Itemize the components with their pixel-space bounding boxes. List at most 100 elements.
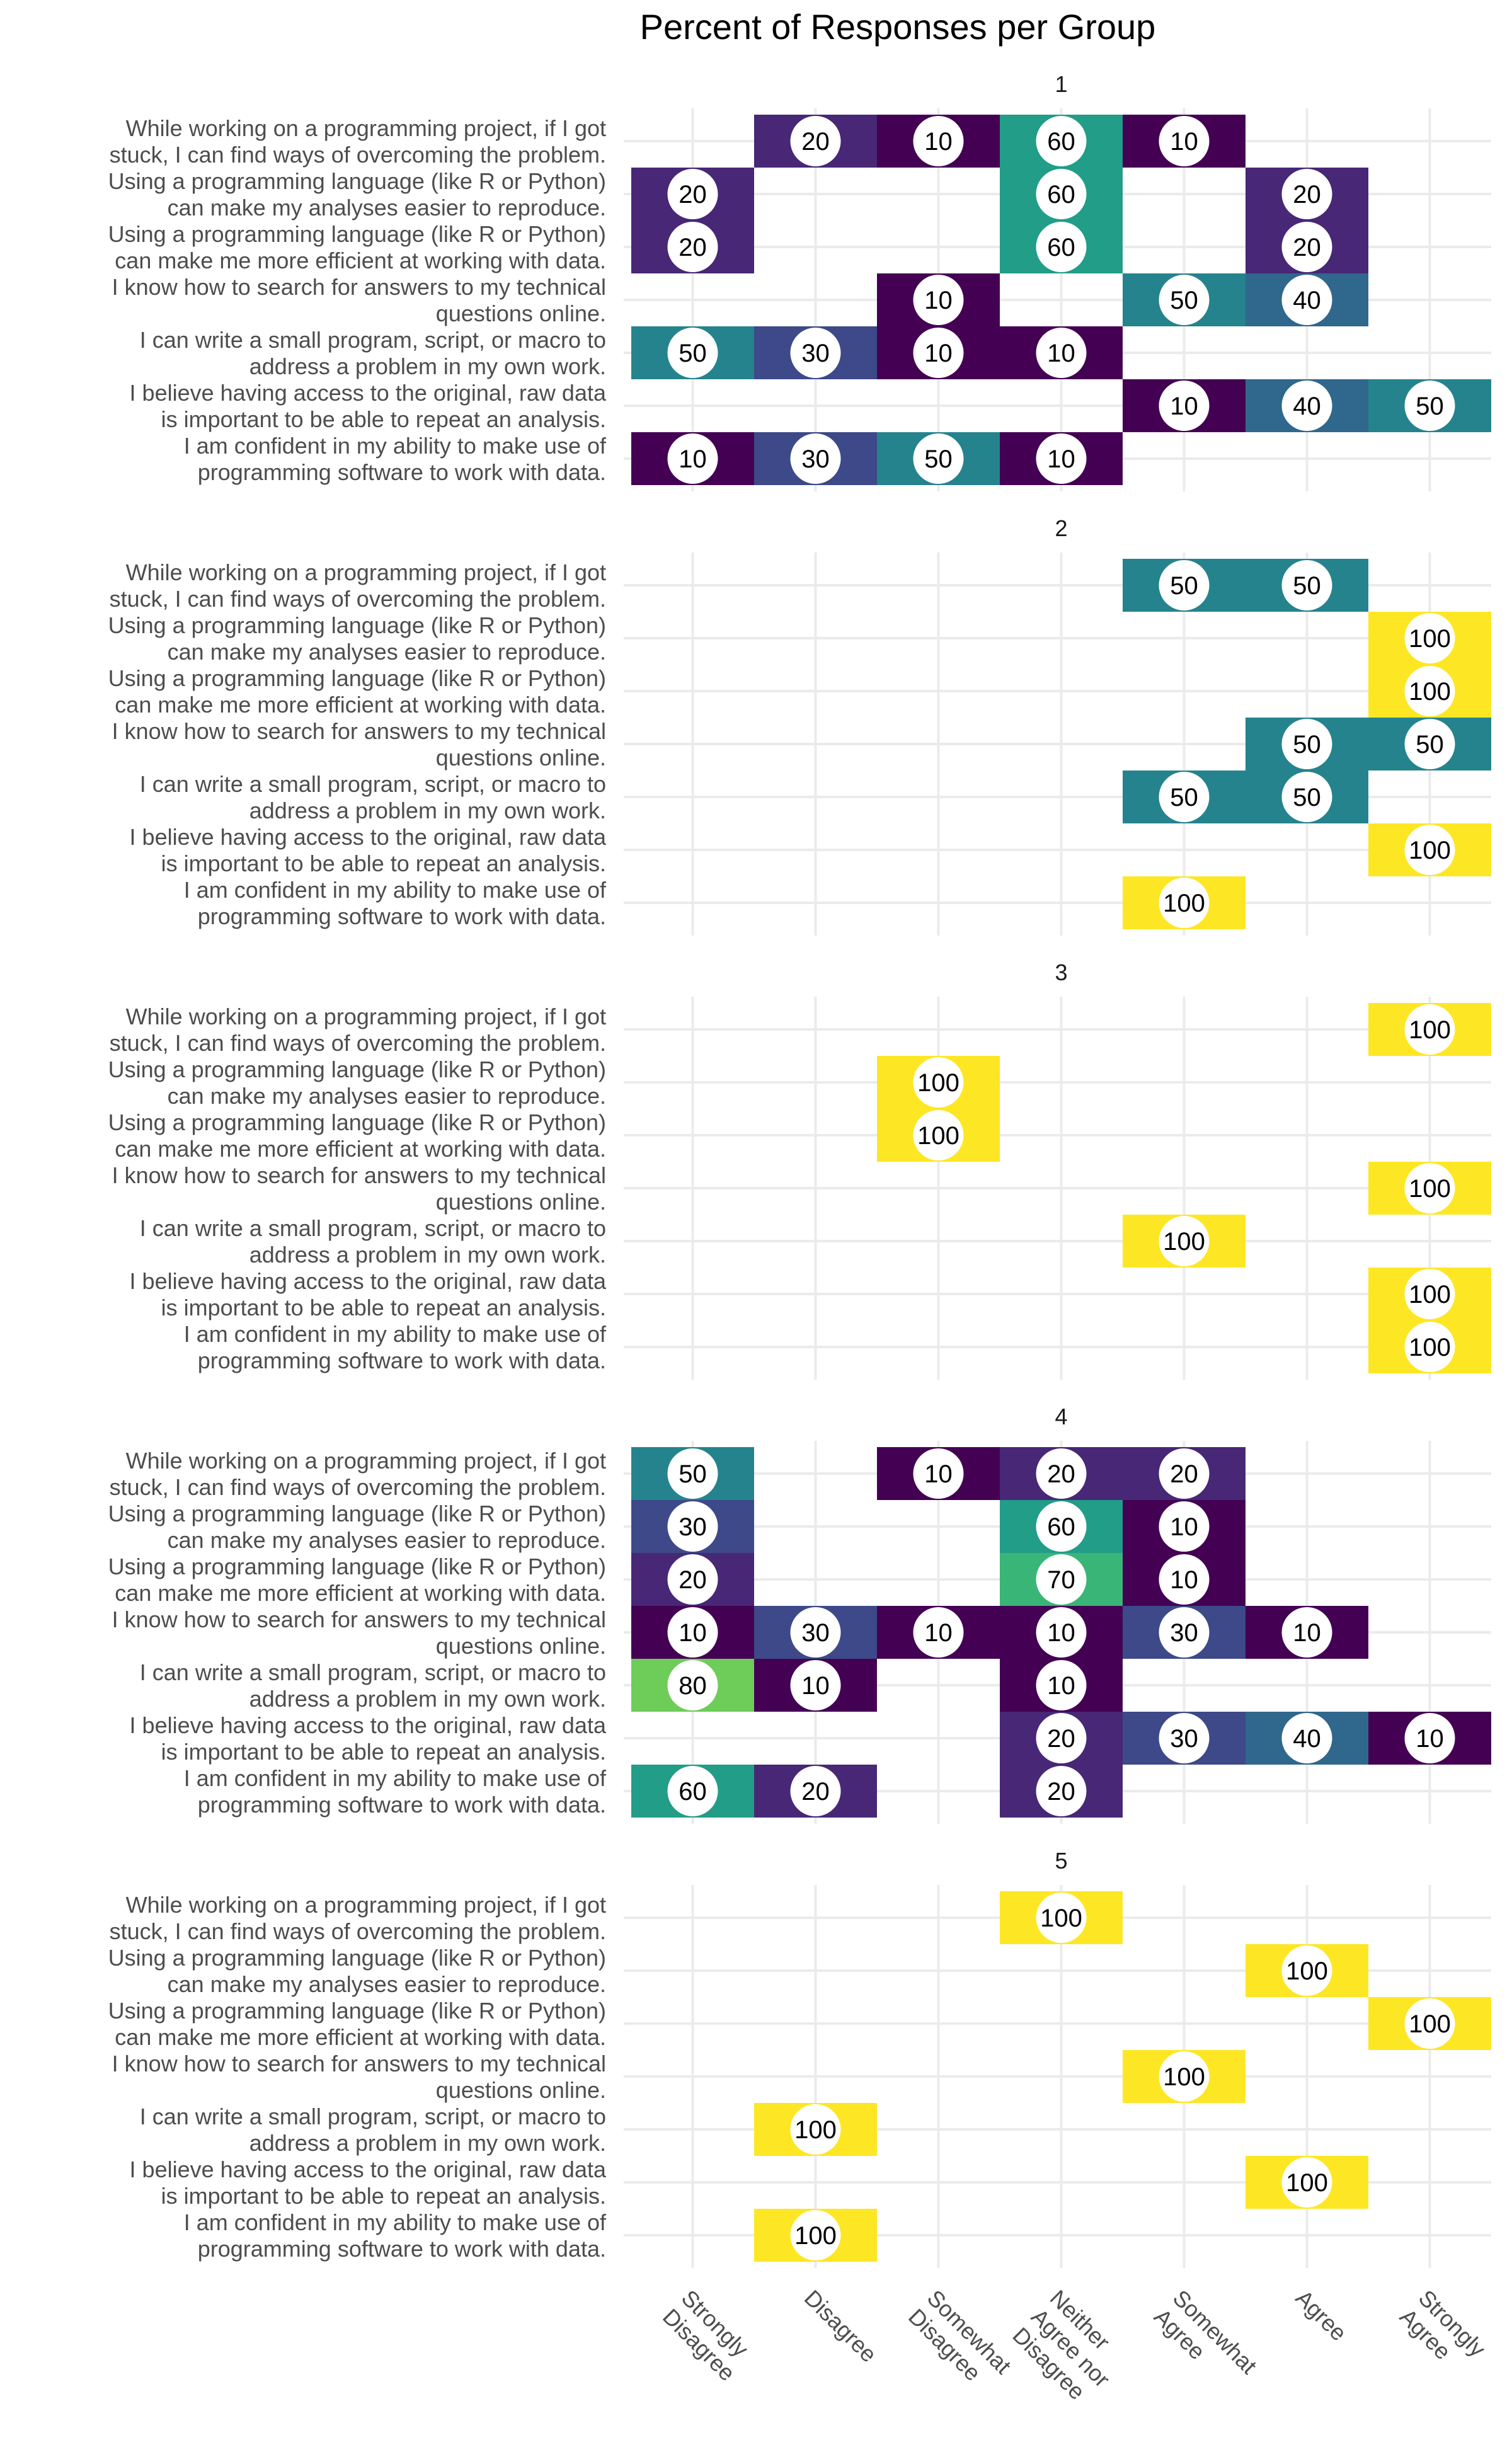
value-label-background: [1404, 1004, 1455, 1055]
value-label-background: [1404, 1713, 1455, 1763]
value-label-background: [667, 328, 718, 378]
value-label: 10: [1047, 445, 1075, 473]
row-label: I am confident in my ability to make use…: [184, 1765, 607, 1818]
value-label-background: [1036, 1766, 1087, 1816]
value-label-background: [1404, 825, 1455, 875]
value-label-background: [1281, 719, 1332, 769]
value-label: 20: [1047, 1460, 1075, 1488]
value-label: 50: [1170, 784, 1198, 811]
value-label-background: [1159, 1448, 1210, 1499]
row-label: I can write a small program, script, or …: [140, 1215, 606, 1268]
value-label: 10: [679, 445, 707, 473]
row-label: Using a programming language (like R or …: [108, 1554, 606, 1606]
value-label: 100: [794, 2222, 837, 2250]
row-label: I know how to search for answers to my t…: [112, 2051, 606, 2103]
chart-title: Percent of Responses per Group: [640, 7, 1156, 47]
value-label-background: [667, 1501, 718, 1552]
value-label-background: [790, 1607, 841, 1658]
value-label: 60: [1047, 181, 1075, 209]
value-label: 10: [801, 1672, 830, 1700]
value-label: 10: [1293, 1619, 1321, 1647]
value-label-background: [667, 1554, 718, 1605]
value-label: 50: [924, 445, 953, 473]
value-label: 40: [1293, 287, 1321, 314]
row-label: While working on a programming project, …: [110, 1448, 606, 1500]
value-label: 100: [1163, 890, 1205, 917]
row-label: While working on a programming project, …: [110, 1004, 606, 1056]
value-label-background: [913, 1057, 964, 1108]
value-label: 100: [1409, 1334, 1451, 1361]
value-label: 100: [1409, 625, 1451, 653]
row-label: I am confident in my ability to make use…: [184, 877, 607, 929]
facet-panel-3: 3 While working on a programming project,…: [108, 959, 1491, 1380]
value-label-background: [1404, 1998, 1455, 2049]
row-label: Using a programming language (like R or …: [108, 1945, 606, 1997]
row-label: I believe having access to the original,…: [130, 380, 607, 432]
value-label: 40: [1293, 1725, 1321, 1753]
value-label: 10: [679, 1619, 707, 1647]
value-label: 10: [1047, 1672, 1075, 1700]
value-label-background: [1036, 433, 1087, 484]
x-axis-tick-label: SomewhatAgree: [1149, 2285, 1262, 2398]
value-label-background: [1159, 878, 1210, 928]
value-label-background: [913, 1110, 964, 1160]
value-label: 10: [1170, 392, 1198, 420]
value-label-background: [1036, 1554, 1087, 1605]
value-label-background: [1159, 2051, 1210, 2102]
value-label-background: [1036, 328, 1087, 378]
value-label-background: [1036, 1607, 1087, 1658]
value-label: 100: [1163, 2063, 1205, 2091]
value-label-background: [667, 433, 718, 484]
x-axis-tick-label: StronglyDisagree: [658, 2285, 759, 2386]
value-label-background: [1159, 116, 1210, 166]
value-label: 80: [679, 1672, 707, 1700]
value-label: 100: [1409, 837, 1451, 864]
value-label: 60: [1047, 128, 1075, 156]
value-label: 50: [1293, 572, 1321, 600]
value-label: 100: [1286, 2169, 1328, 2197]
value-label-background: [667, 1607, 718, 1658]
row-label: I know how to search for answers to my t…: [112, 1162, 606, 1215]
value-label: 50: [679, 340, 707, 367]
row-label: Using a programming language (like R or …: [108, 1998, 606, 2050]
value-label: 30: [801, 1619, 830, 1647]
row-label: Using a programming language (like R or …: [108, 665, 606, 718]
value-label-background: [1159, 1554, 1210, 1605]
x-axis-tick-label: Agree: [1291, 2285, 1352, 2346]
value-label: 100: [794, 2116, 837, 2144]
value-label: 30: [801, 340, 830, 367]
value-label: 100: [1163, 1228, 1205, 1256]
row-label: Using a programming language (like R or …: [108, 168, 606, 220]
value-label-background: [1036, 169, 1087, 219]
value-label: 20: [801, 128, 830, 156]
value-label-background: [790, 2210, 841, 2260]
value-label: 100: [1409, 2010, 1451, 2038]
value-label-background: [1404, 1163, 1455, 1213]
row-label: While working on a programming project, …: [110, 559, 606, 612]
value-label: 60: [679, 1778, 707, 1806]
value-label-background: [913, 116, 964, 166]
x-axis-tick-label: StronglyAgree: [1395, 2285, 1491, 2381]
value-label-background: [1404, 719, 1455, 769]
value-label-background: [1281, 169, 1332, 219]
value-label-background: [913, 1607, 964, 1658]
value-label: 30: [679, 1513, 707, 1541]
value-label: 20: [1293, 181, 1321, 209]
value-label-background: [913, 433, 964, 484]
value-label-background: [1159, 560, 1210, 610]
value-label: 10: [1170, 1566, 1198, 1594]
value-label-background: [1281, 1713, 1332, 1763]
x-axis-tick-label: NeitherAgree norDisagree: [1007, 2285, 1133, 2411]
value-label: 20: [801, 1778, 830, 1806]
value-label: 70: [1047, 1566, 1075, 1594]
value-label: 20: [1047, 1725, 1075, 1753]
value-label: 40: [1293, 392, 1321, 420]
value-label-background: [790, 1660, 841, 1710]
row-label: Using a programming language (like R or …: [108, 1057, 606, 1109]
value-label: 50: [1170, 572, 1198, 600]
row-label: While working on a programming project, …: [110, 115, 606, 168]
value-label-background: [1159, 772, 1210, 822]
value-label: 100: [1409, 1281, 1451, 1309]
value-label-background: [1281, 1607, 1332, 1658]
row-label: I know how to search for answers to my t…: [112, 274, 606, 326]
